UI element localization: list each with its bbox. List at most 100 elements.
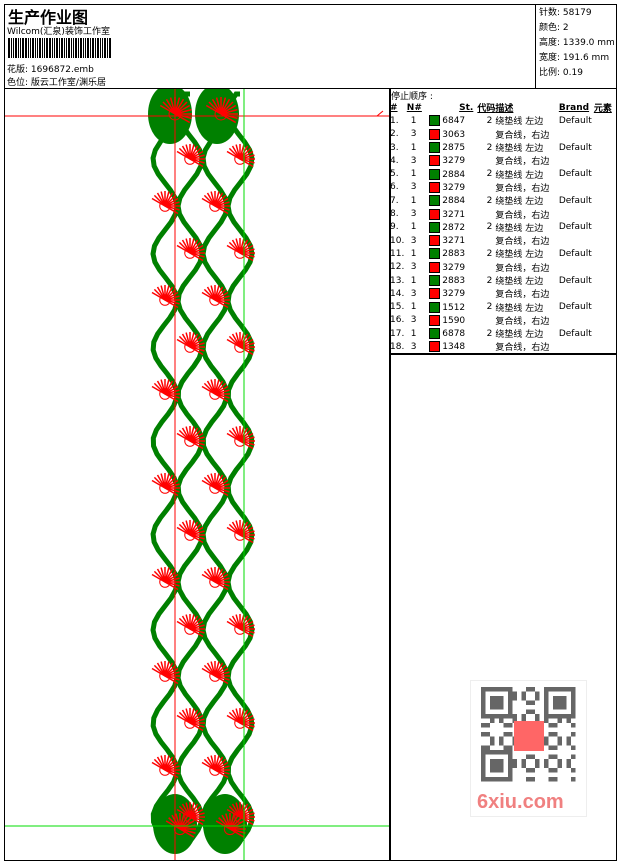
description: 复合线，右边: [495, 263, 550, 274]
vine-stroke: [225, 91, 255, 848]
code: [473, 207, 495, 220]
stitch-count: 3063: [442, 129, 466, 140]
column-header: 元素: [593, 104, 612, 115]
needle: 3: [410, 235, 417, 246]
barcode-bar: [97, 38, 99, 58]
table-header: # N# St. 代码 描述 Brand 元素: [390, 101, 620, 115]
description: 复合线，右边: [495, 157, 550, 168]
flower: [151, 661, 180, 685]
barcode-bar: [42, 38, 43, 58]
info-box: [535, 4, 617, 89]
description: 绕垫线 左边: [495, 330, 544, 341]
description: 绕垫线 左边: [495, 277, 544, 287]
stitch-count: 2875: [442, 143, 466, 154]
flower: [201, 473, 230, 497]
table-row: 10. 3 3271 复合线，右边: [390, 234, 620, 247]
flower: [176, 520, 205, 544]
stitches: 2884: [429, 167, 473, 180]
column-header: #: [390, 102, 398, 113]
element: [594, 221, 620, 234]
element: [594, 114, 620, 127]
color-swatch: [429, 208, 441, 220]
brand: Default: [558, 169, 592, 180]
stitch-count: 3279: [442, 262, 466, 273]
barcode-bar: [13, 38, 14, 58]
needle: 1: [410, 142, 417, 153]
colorway-value: 版云工作室/渊乐居: [30, 78, 106, 88]
element: [594, 154, 620, 167]
brand: Default: [558, 142, 592, 153]
flower: [226, 238, 255, 262]
stitches: 1348: [429, 340, 473, 353]
table-row: 4. 3 3279 复合线，右边: [390, 154, 620, 167]
row-number: 13.: [390, 275, 405, 286]
row-number: 16.: [390, 315, 405, 326]
stitches: 3271: [429, 207, 473, 220]
code: 2: [486, 169, 493, 180]
stitches: 2884: [429, 194, 473, 207]
info-label: 比例:: [539, 68, 561, 78]
element: [594, 340, 620, 353]
info-label: 高度:: [539, 38, 561, 48]
barcode-bar: [30, 38, 31, 58]
code: 2: [486, 115, 493, 126]
element: [594, 167, 620, 180]
element: [594, 141, 620, 154]
table-row: 13. 1 2883 2 绕垫线 左边 Default: [390, 274, 620, 287]
color-swatch: [429, 142, 441, 154]
flower: [201, 755, 230, 779]
company-name: Wilcom(汇泉)装饰工作室: [7, 27, 110, 37]
brand: [559, 287, 594, 300]
color-swatch: [429, 301, 441, 313]
start-marker-icon: [376, 110, 384, 117]
flower: [176, 614, 205, 638]
flower: [205, 97, 238, 124]
barcode-bar: [75, 38, 77, 58]
table-row: 12. 3 3279 复合线，右边: [390, 261, 620, 274]
barcode-bar: [56, 38, 58, 58]
code: 2: [486, 275, 493, 286]
barcode-bar: [104, 38, 106, 58]
flower: [176, 708, 205, 732]
barcode-bar: [83, 38, 84, 58]
barcode-bar: [54, 38, 55, 58]
column-header: 描述: [495, 104, 514, 115]
element: [594, 274, 620, 287]
row-number: 4.: [390, 155, 399, 166]
barcode-bar: [102, 38, 103, 58]
element: [594, 314, 620, 327]
barcode-bar: [109, 38, 111, 58]
row-number: 1.: [390, 115, 399, 126]
stitches: 3279: [429, 181, 473, 194]
flower: [226, 614, 255, 638]
stitches: 2883: [429, 274, 473, 287]
table-row: 2. 3 3063 复合线，右边: [390, 128, 620, 141]
barcode-bar: [59, 38, 60, 58]
info-label: 颜色:: [539, 23, 561, 33]
stitches: 1512: [429, 300, 473, 313]
barcode-bar: [107, 38, 108, 58]
barcode-bar: [90, 38, 91, 58]
barcode-bar: [85, 38, 86, 58]
stitches: 3279: [429, 154, 473, 167]
code: 2: [486, 328, 493, 339]
table-row: 11. 1 2883 2 绕垫线 左边 Default: [390, 247, 620, 260]
needle: 1: [410, 248, 417, 259]
table-divider: [389, 353, 617, 355]
flower: [176, 238, 205, 262]
barcode: [8, 38, 136, 58]
flower: [201, 285, 230, 309]
code: 2: [486, 248, 493, 259]
stop-sequence-title: 停止顺序 :: [391, 92, 433, 102]
flower: [201, 567, 230, 591]
stitch-count: 1590: [442, 315, 466, 326]
brand: [559, 261, 594, 274]
color-swatch: [429, 341, 441, 353]
table-row: 1. 1 6847 2 绕垫线 左边 Default: [390, 114, 620, 127]
stitch-count: 3271: [442, 209, 466, 220]
color-swatch: [429, 155, 441, 167]
brand: [559, 234, 594, 247]
brand: [559, 154, 594, 167]
embroidery-preview: [5, 89, 389, 860]
